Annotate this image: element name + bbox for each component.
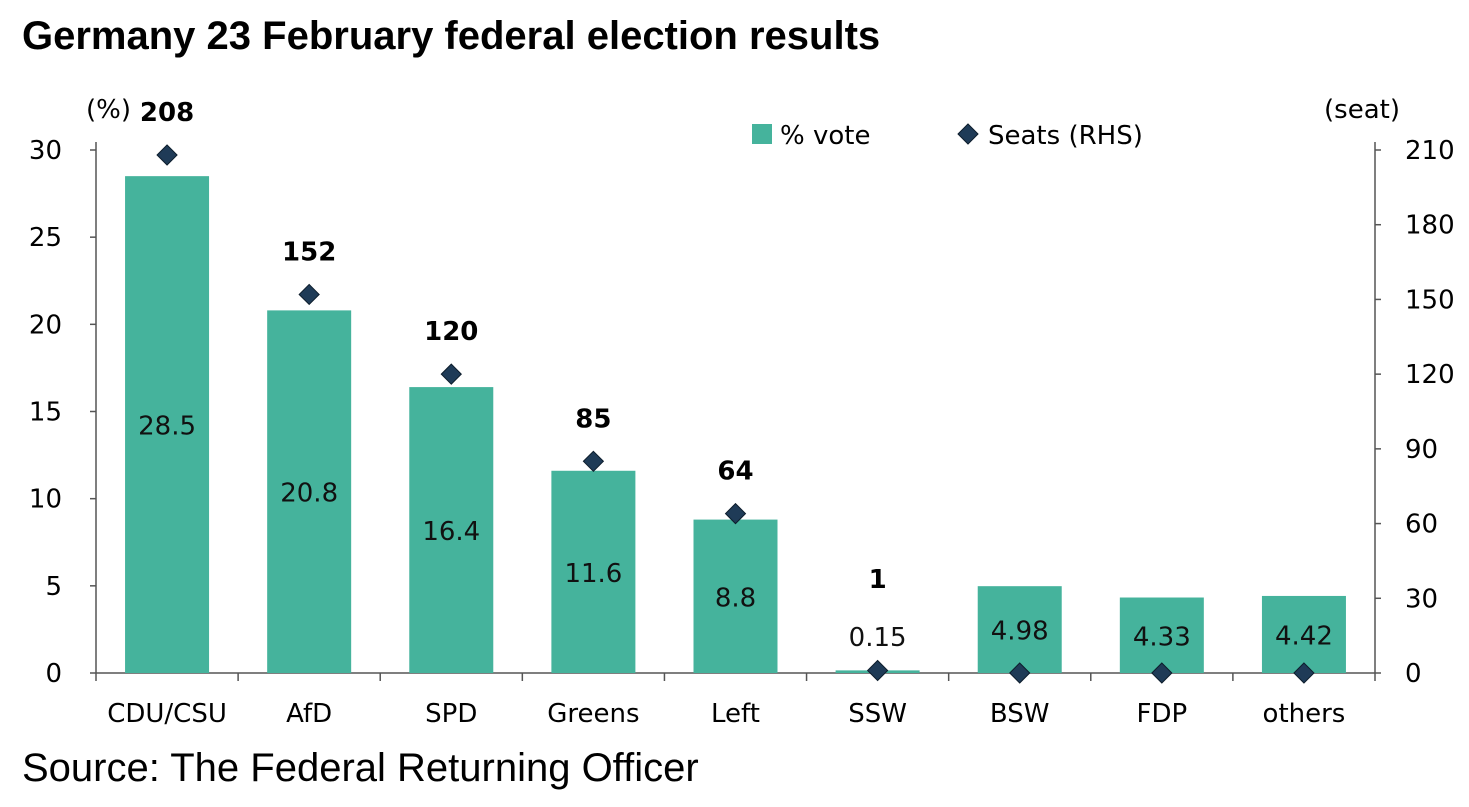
vote-data-label: 20.8 xyxy=(280,479,338,509)
vote-data-label: 4.33 xyxy=(1133,622,1191,652)
vote-bar xyxy=(267,310,352,673)
legend-seat-marker xyxy=(957,123,979,145)
x-tick-label: BSW xyxy=(990,699,1050,729)
left-tick-label: 10 xyxy=(29,485,62,515)
left-tick-label: 0 xyxy=(45,659,62,689)
vote-bar xyxy=(1119,597,1204,673)
vote-data-label: 4.42 xyxy=(1275,621,1333,651)
seat-data-label: 120 xyxy=(424,317,478,347)
right-tick-label: 120 xyxy=(1405,360,1455,390)
legend-vote-label: % vote xyxy=(780,121,870,151)
x-tick-label: Left xyxy=(711,699,760,729)
left-tick-label: 30 xyxy=(29,136,62,166)
seat-marker xyxy=(582,450,605,473)
x-tick-label: CDU/CSU xyxy=(107,699,227,729)
vote-bar xyxy=(1261,595,1346,673)
right-tick-label: 0 xyxy=(1405,659,1422,689)
source-note: Source: The Federal Returning Officer xyxy=(22,746,699,790)
x-tick-label: Greens xyxy=(547,699,639,729)
x-tick-label: SPD xyxy=(425,699,477,729)
seat-marker xyxy=(1151,662,1173,684)
seat-marker xyxy=(1009,662,1031,684)
vote-data-label: 28.5 xyxy=(138,412,196,442)
vote-bar xyxy=(125,176,210,673)
seat-marker xyxy=(298,283,320,306)
right-tick-label: 210 xyxy=(1405,136,1455,166)
right-tick-label: 90 xyxy=(1405,435,1438,465)
vote-bar xyxy=(977,586,1062,673)
left-axis-unit: (%) xyxy=(86,95,131,125)
left-tick-label: 15 xyxy=(29,398,62,428)
x-tick-label: AfD xyxy=(286,699,332,729)
seat-marker xyxy=(866,659,889,682)
vote-bar xyxy=(693,519,778,673)
left-tick-label: 5 xyxy=(45,572,62,602)
vote-data-label: 16.4 xyxy=(422,517,480,547)
seat-data-label: 64 xyxy=(717,457,753,487)
seat-data-label: 1 xyxy=(869,565,887,595)
x-tick-label: SSW xyxy=(848,699,907,729)
right-axis-unit: (seat) xyxy=(1324,95,1400,125)
left-tick-label: 25 xyxy=(29,223,62,253)
seat-data-label: 208 xyxy=(140,98,194,128)
vote-bar xyxy=(551,470,636,673)
legend-vote-swatch xyxy=(752,124,772,144)
vote-bar xyxy=(409,387,494,673)
vote-data-label: 8.8 xyxy=(715,583,756,613)
seat-marker xyxy=(724,502,747,525)
right-tick-label: 150 xyxy=(1405,285,1455,315)
right-tick-label: 30 xyxy=(1405,584,1438,614)
x-tick-label: FDP xyxy=(1137,699,1188,729)
left-tick-label: 20 xyxy=(29,310,62,340)
legend-seat-label: Seats (RHS) xyxy=(988,121,1143,151)
chart-title: Germany 23 February federal election res… xyxy=(22,14,881,58)
vote-data-label: 11.6 xyxy=(564,559,622,589)
seat-marker xyxy=(440,363,462,385)
seat-data-label: 152 xyxy=(282,237,336,267)
right-tick-label: 60 xyxy=(1405,510,1438,540)
seat-marker xyxy=(156,144,178,166)
vote-data-label: 0.15 xyxy=(849,623,907,653)
vote-data-label: 4.98 xyxy=(991,617,1049,647)
seat-data-label: 85 xyxy=(575,404,611,434)
right-tick-label: 180 xyxy=(1405,211,1455,241)
seat-marker xyxy=(1293,662,1315,684)
x-tick-label: others xyxy=(1263,699,1346,729)
